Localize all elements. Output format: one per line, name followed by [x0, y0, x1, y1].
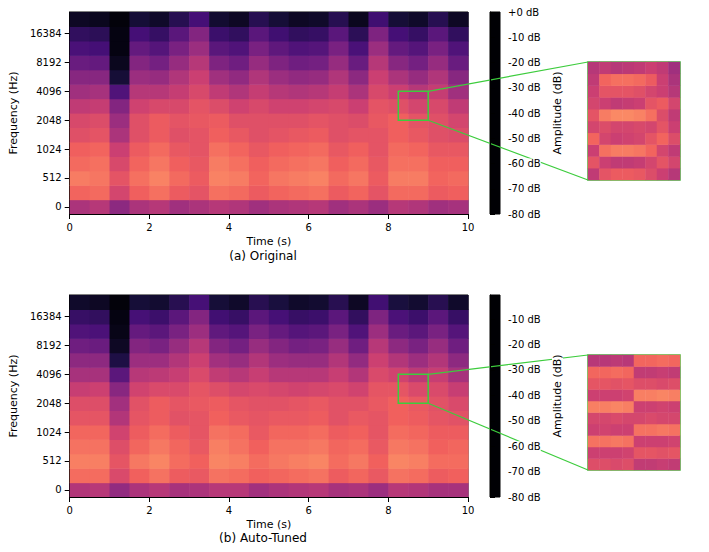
svg-text:4: 4 [226, 505, 232, 516]
svg-text:-10 dB: -10 dB [508, 32, 541, 43]
svg-text:-30 dB: -30 dB [508, 364, 541, 375]
svg-text:-60 dB: -60 dB [508, 158, 541, 169]
svg-text:-80 dB: -80 dB [508, 492, 541, 503]
svg-text:-40 dB: -40 dB [508, 390, 541, 401]
svg-text:0: 0 [67, 505, 73, 516]
svg-text:10: 10 [462, 222, 475, 233]
svg-text:8: 8 [385, 505, 391, 516]
svg-text:2: 2 [146, 222, 152, 233]
svg-text:0: 0 [55, 201, 61, 212]
svg-text:2048: 2048 [36, 398, 61, 409]
svg-text:-30 dB: -30 dB [508, 82, 541, 93]
svg-text:4: 4 [226, 222, 232, 233]
svg-text:8: 8 [385, 222, 391, 233]
svg-text:Amplitude (dB): Amplitude (dB) [551, 355, 564, 438]
svg-text:-40 dB: -40 dB [508, 108, 541, 119]
svg-text:+0 dB: +0 dB [508, 7, 539, 18]
svg-text:Time (s): Time (s) [245, 235, 291, 248]
svg-text:Frequency (Hz): Frequency (Hz) [7, 355, 20, 438]
svg-text:-80 dB: -80 dB [508, 209, 541, 220]
svg-text:(b) Auto-Tuned: (b) Auto-Tuned [219, 531, 307, 545]
svg-text:512: 512 [43, 455, 62, 466]
svg-text:6: 6 [305, 222, 311, 233]
svg-text:2048: 2048 [36, 115, 61, 126]
svg-text:0: 0 [67, 222, 73, 233]
svg-text:10: 10 [462, 505, 475, 516]
svg-text:-50 dB: -50 dB [508, 133, 541, 144]
svg-text:4096: 4096 [36, 369, 61, 380]
svg-text:16384: 16384 [30, 28, 62, 39]
svg-text:-20 dB: -20 dB [508, 57, 541, 68]
svg-text:-60 dB: -60 dB [508, 441, 541, 452]
svg-text:(a) Original: (a) Original [229, 249, 297, 263]
svg-text:1024: 1024 [36, 427, 61, 438]
svg-text:-70 dB: -70 dB [508, 183, 541, 194]
svg-text:-10 dB: -10 dB [508, 314, 541, 325]
svg-text:Amplitude (dB): Amplitude (dB) [551, 72, 564, 155]
svg-text:8192: 8192 [36, 340, 61, 351]
svg-text:16384: 16384 [30, 311, 62, 322]
svg-text:2: 2 [146, 505, 152, 516]
svg-text:512: 512 [43, 172, 62, 183]
svg-text:0: 0 [55, 484, 61, 495]
svg-text:4096: 4096 [36, 86, 61, 97]
svg-text:Time (s): Time (s) [245, 518, 291, 531]
svg-text:8192: 8192 [36, 57, 61, 68]
svg-text:1024: 1024 [36, 144, 61, 155]
svg-text:-20 dB: -20 dB [508, 339, 541, 350]
svg-text:-50 dB: -50 dB [508, 415, 541, 426]
svg-text:Frequency (Hz): Frequency (Hz) [7, 72, 20, 155]
svg-text:6: 6 [305, 505, 311, 516]
svg-text:-70 dB: -70 dB [508, 466, 541, 477]
